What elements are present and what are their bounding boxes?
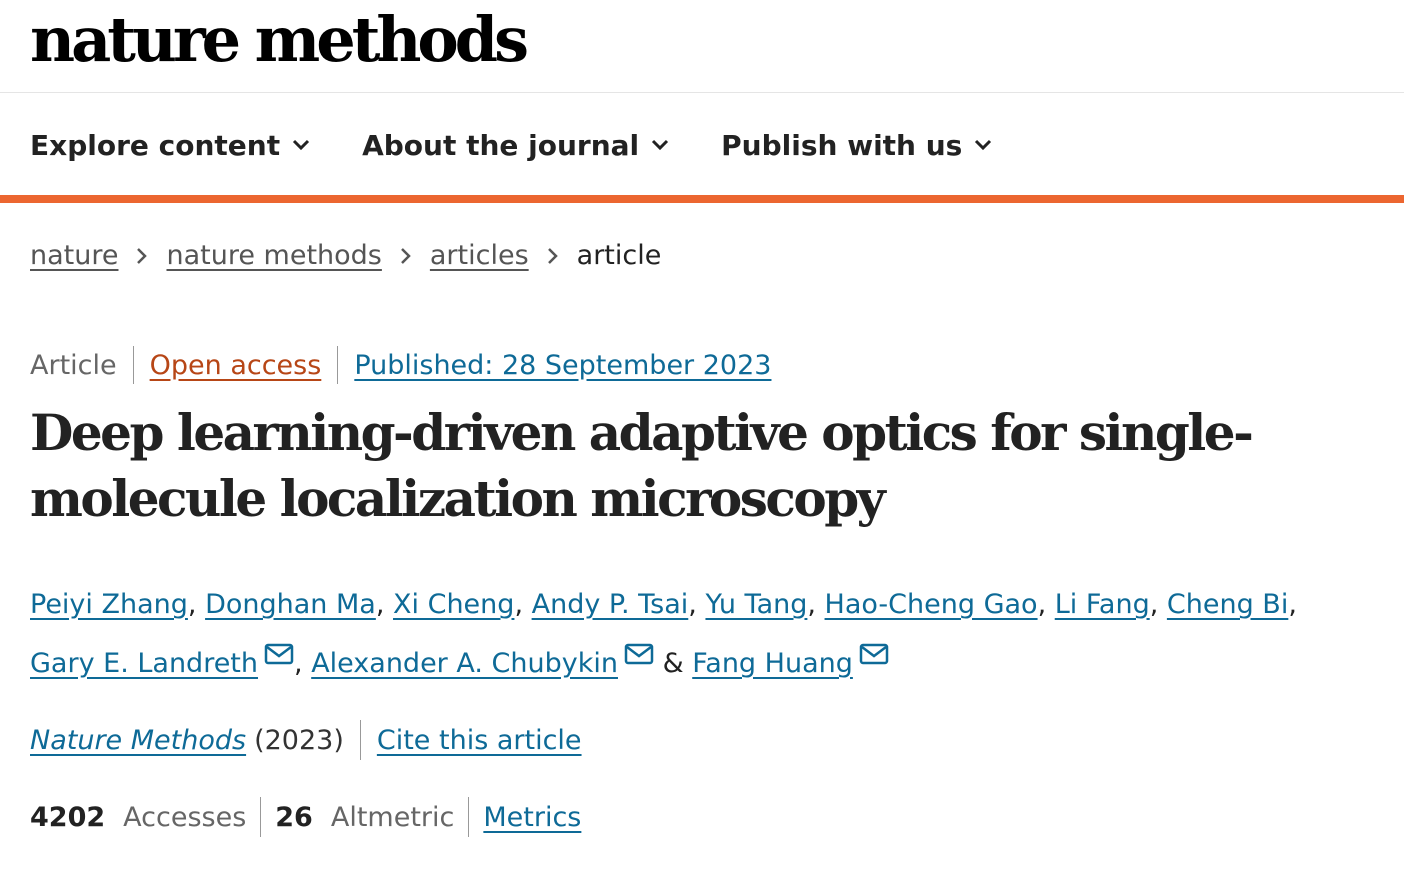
author-link[interactable]: Alexander A. Chubykin	[311, 648, 618, 679]
nav-about-journal[interactable]: About the journal	[362, 129, 669, 162]
open-access-link[interactable]: Open access	[149, 349, 322, 381]
author-link[interactable]: Xi Cheng	[393, 589, 515, 620]
metrics-link[interactable]: Metrics	[483, 801, 582, 833]
email-icon[interactable]	[264, 642, 294, 666]
nav-explore-content-label: Explore content	[30, 128, 281, 162]
chevron-right-icon	[136, 247, 148, 265]
published-date-link[interactable]: Published: 28 September 2023	[354, 349, 772, 381]
header-divider	[0, 92, 1404, 93]
breadcrumb-current: article	[576, 240, 662, 271]
meta-divider	[132, 346, 134, 384]
altmetric-label: Altmetric	[330, 801, 455, 833]
journal-name-link[interactable]: Nature Methods	[30, 724, 247, 756]
author-link[interactable]: Peiyi Zhang	[30, 589, 188, 620]
meta-divider	[337, 346, 339, 384]
author-link[interactable]: Yu Tang	[705, 589, 808, 620]
chevron-down-icon	[293, 139, 310, 151]
author-link[interactable]: Li Fang	[1054, 589, 1150, 620]
breadcrumb-nature-methods[interactable]: nature methods	[166, 240, 382, 271]
breadcrumb-articles[interactable]: articles	[429, 240, 529, 271]
nav-publish-with-us[interactable]: Publish with us	[721, 129, 992, 162]
metrics-divider	[260, 797, 262, 837]
author-list: Peiyi Zhang, Donghan Ma, Xi Cheng, Andy …	[30, 589, 1297, 679]
author-link[interactable]: Andy P. Tsai	[531, 589, 689, 620]
metrics-divider	[468, 797, 470, 837]
article-title: Deep learning-driven adaptive optics for…	[30, 403, 1254, 528]
chevron-down-icon	[652, 139, 669, 151]
nav-publish-with-us-label: Publish with us	[721, 128, 963, 162]
author-link[interactable]: Donghan Ma	[205, 589, 376, 620]
chevron-down-icon	[975, 139, 992, 151]
accesses-count: 4202	[30, 801, 106, 833]
accent-bar	[0, 195, 1404, 203]
article-meta: Article Open access Published: 28 Septem…	[30, 346, 771, 384]
nav-explore-content[interactable]: Explore content	[30, 129, 310, 162]
journal-divider	[359, 720, 361, 760]
author-link[interactable]: Gary E. Landreth	[30, 648, 259, 679]
author-link[interactable]: Fang Huang	[692, 648, 853, 679]
cite-article-link[interactable]: Cite this article	[376, 724, 582, 756]
altmetric-count: 26	[275, 801, 313, 833]
author-link[interactable]: Cheng Bi	[1166, 589, 1289, 620]
accesses-label: Accesses	[123, 801, 247, 833]
breadcrumb: nature nature methods articles article	[30, 240, 661, 271]
journal-logo[interactable]: nature methods	[30, 3, 529, 76]
article-metrics: 4202 Accesses 26 Altmetric Metrics	[30, 797, 581, 837]
email-icon[interactable]	[624, 642, 654, 666]
email-icon[interactable]	[859, 642, 889, 666]
breadcrumb-nature[interactable]: nature	[30, 240, 119, 271]
nav-about-journal-label: About the journal	[362, 128, 640, 162]
chevron-right-icon	[547, 247, 559, 265]
journal-info: Nature Methods (2023) Cite this article	[30, 720, 582, 760]
author-link[interactable]: Hao-Cheng Gao	[824, 589, 1038, 620]
main-nav: Explore content About the journal Publis…	[30, 125, 1044, 165]
article-type: Article	[30, 349, 117, 381]
publication-year: (2023)	[254, 724, 344, 756]
chevron-right-icon	[400, 247, 412, 265]
